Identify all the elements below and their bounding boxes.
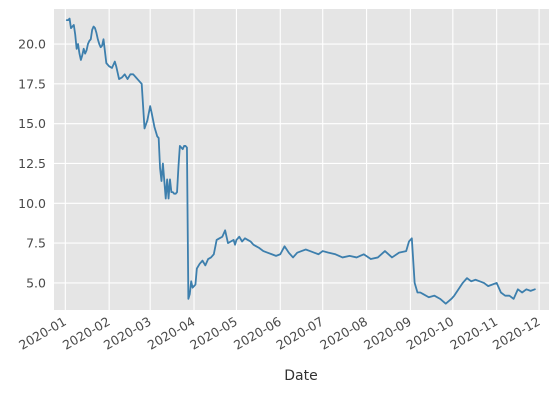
x-axis-label: Date xyxy=(284,368,317,384)
x-tick-labels: 2020-012020-022020-032020-042020-052020-… xyxy=(16,314,543,353)
y-tick-labels: 5.0 7.5 10.0 12.5 15.0 17.5 20.0 xyxy=(18,37,46,291)
x-tick-label: 2020-06 xyxy=(231,314,284,353)
y-tick-label: 7.5 xyxy=(26,236,46,251)
y-tick-label: 20.0 xyxy=(18,37,46,52)
grid xyxy=(54,9,549,310)
plot-area xyxy=(54,9,549,310)
x-tick-label: 2020-12 xyxy=(490,314,543,353)
x-tick-label: 2020-07 xyxy=(273,314,326,353)
y-tick-label: 12.5 xyxy=(18,156,46,171)
y-tick-label: 17.5 xyxy=(18,76,46,91)
x-tick-label: 2020-03 xyxy=(101,314,154,353)
x-tick-label: 2020-01 xyxy=(16,314,69,353)
y-tick-label: 10.0 xyxy=(18,196,46,211)
series-line xyxy=(65,17,536,305)
x-tick-label: 2020-11 xyxy=(447,314,500,353)
x-tick-label: 2020-10 xyxy=(404,314,457,353)
x-tick-label: 2020-04 xyxy=(145,314,198,353)
x-tick-label: 2020-05 xyxy=(187,314,240,353)
series-layer xyxy=(65,17,536,305)
x-tick-label: 2020-08 xyxy=(317,314,370,353)
y-tick-label: 5.0 xyxy=(26,275,46,290)
y-tick-label: 15.0 xyxy=(18,116,46,131)
x-tick-label: 2020-09 xyxy=(361,314,414,353)
